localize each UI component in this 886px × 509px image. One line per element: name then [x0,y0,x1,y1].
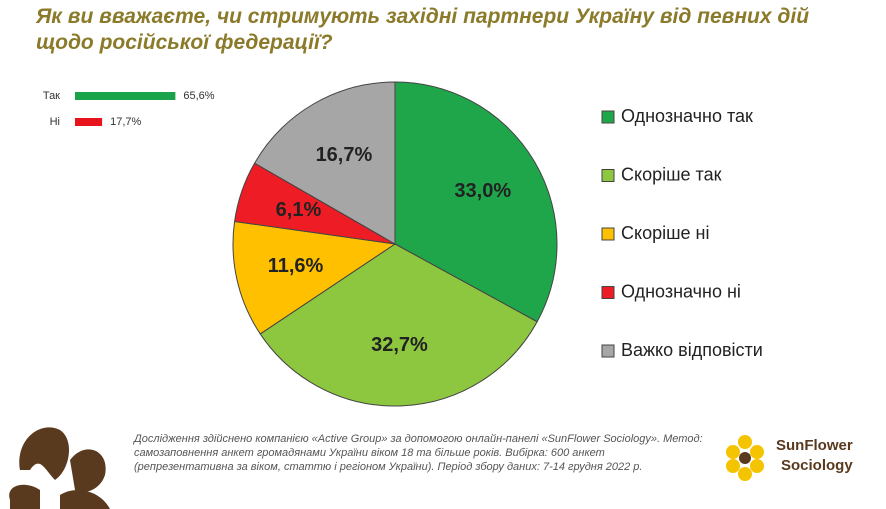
pie-slice [394,81,558,323]
legend-label: Скоріше ні [621,223,710,243]
slice-label: 6,1% [276,199,322,221]
bar [75,118,103,126]
bar [75,92,176,100]
pie-slice [232,220,397,335]
legend-swatch [601,227,615,241]
slice-label: 32,7% [371,334,428,356]
slice-label: 33,0% [454,180,511,202]
sunflower-icon [726,435,764,481]
value-label: 65,6% [183,90,214,102]
legend-label: Однозначно ні [621,281,741,301]
left-logo [9,427,110,509]
legend-label: Однозначно так [621,106,753,126]
legend-label: Важко відповісти [621,340,763,360]
legend-label: Скоріше так [621,164,722,184]
logo-text: SunFlower [776,437,853,454]
value-label: 17,7% [110,116,141,128]
pie-slice [253,81,396,245]
logo-text: Sociology [781,457,853,474]
pie-slice [259,243,538,407]
chart-title: Як ви вважаєте, чи стримують західні пар… [36,5,810,54]
bar-label: Так [43,90,60,102]
slice-label: 11,6% [268,255,324,277]
slice-label: 16,7% [316,144,373,166]
legend-swatch [601,286,615,299]
legend-swatch [601,169,615,182]
bar-label: Ні [50,116,60,128]
footnote: Дослідження здійснено компанією «Active … [134,433,703,473]
legend-swatch [601,344,615,358]
legend-swatch [601,110,615,124]
